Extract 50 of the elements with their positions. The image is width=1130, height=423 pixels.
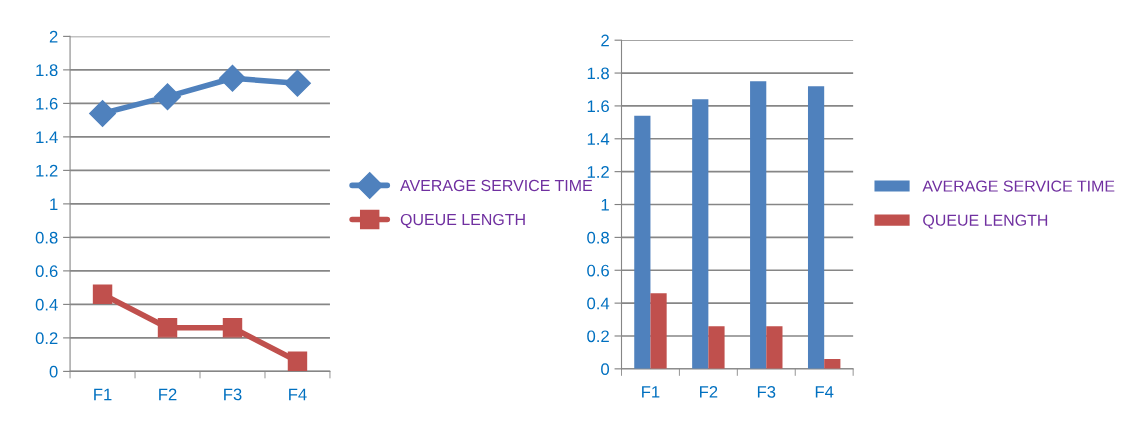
y-tick-label: 0.4: [587, 297, 610, 310]
y-tick-label: 0: [49, 365, 58, 378]
y-tick-label: 0.2: [587, 330, 609, 343]
bar: [650, 293, 667, 369]
legend-label: AVERAGE SERVICE TIME: [922, 180, 1115, 192]
x-tick-label: F3: [757, 385, 776, 398]
y-tick-label: 0.8: [587, 231, 609, 244]
bar: [824, 359, 841, 369]
point: [222, 318, 243, 338]
point: [157, 318, 178, 338]
legend-label: AVERAGE SERVICE TIME: [400, 179, 592, 192]
y-tick-label: 0.4: [35, 298, 58, 311]
legend-label: QUEUE LENGTH: [923, 214, 1048, 229]
x-tick-label: F1: [642, 386, 660, 398]
y-tick-label: 1.4: [587, 133, 610, 145]
point: [284, 69, 311, 97]
bar: [708, 326, 725, 369]
y-tick-label: 1.2: [36, 164, 58, 177]
bar: [750, 81, 767, 369]
y-tick-label: 0: [601, 363, 610, 376]
y-tick-label: 1.6: [587, 100, 609, 113]
bar: [634, 115, 651, 369]
x-tick-label: F2: [159, 388, 177, 401]
y-tick-label: 2: [601, 34, 609, 47]
y-tick-label: 0.6: [587, 264, 609, 277]
y-tick-label: 1.6: [36, 97, 58, 110]
point: [89, 99, 117, 127]
x-tick-label: F4: [815, 386, 834, 398]
y-tick-label: 1.2: [587, 166, 609, 178]
bar: [766, 326, 783, 369]
x-tick-label: F1: [94, 388, 112, 401]
x-tick-label: F3: [224, 388, 242, 401]
y-tick-label: 2: [49, 30, 58, 43]
y-tick-label: 1: [50, 198, 58, 210]
point: [287, 351, 308, 372]
point: [154, 83, 181, 111]
bar: [692, 99, 709, 369]
y-tick-label: 1.8: [36, 64, 58, 77]
x-tick-label: F4: [289, 388, 307, 401]
y-tick-label: 0.8: [35, 231, 58, 244]
x-tick-label: F2: [700, 385, 718, 398]
bar: [807, 86, 825, 369]
y-tick-label: 1: [601, 199, 609, 211]
point: [92, 284, 113, 305]
y-tick-label: 0.6: [35, 265, 58, 278]
y-tick-label: 1.4: [36, 131, 58, 143]
point: [219, 64, 246, 92]
y-tick-label: 0.2: [35, 332, 58, 345]
legend-label: QUEUE LENGTH: [400, 213, 525, 229]
y-tick-label: 1.8: [587, 67, 609, 80]
